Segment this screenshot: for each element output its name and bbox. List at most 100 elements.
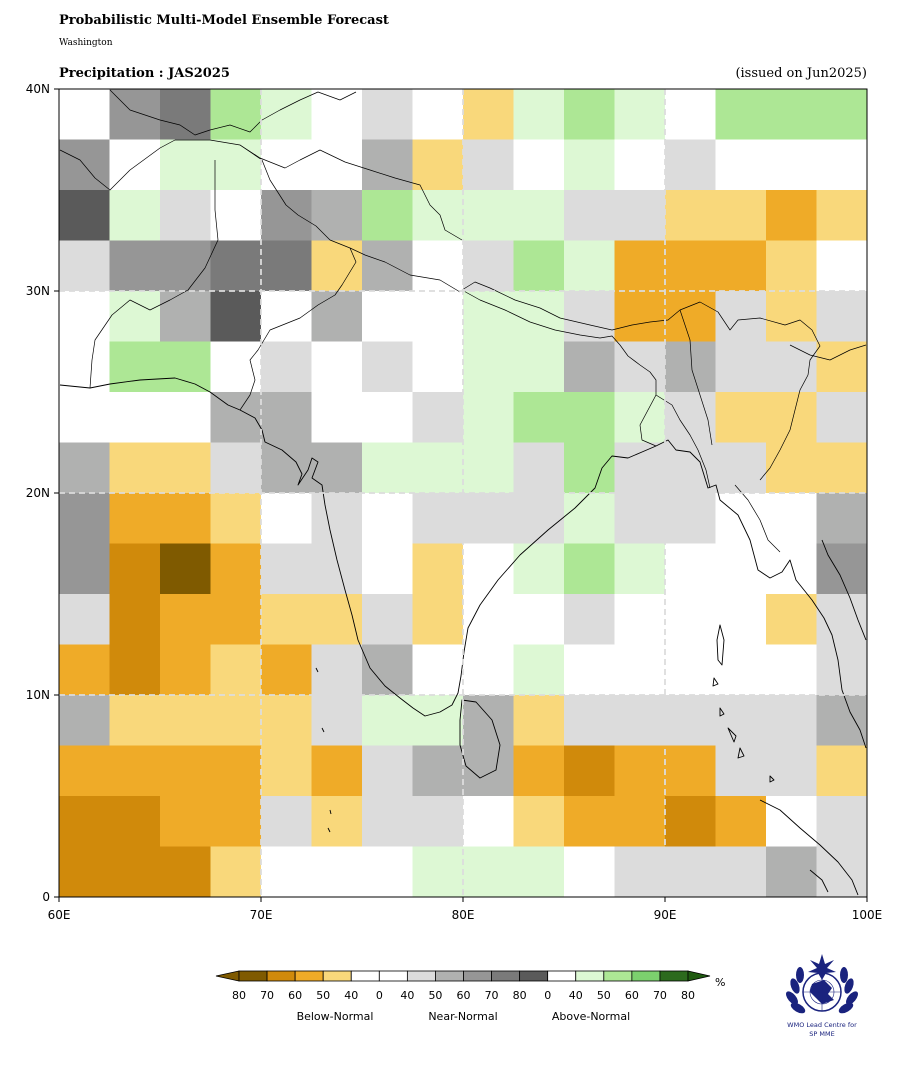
colorbar-label: 50 — [428, 989, 442, 1002]
colorbar-label: 80 — [232, 989, 246, 1002]
grid-cell — [564, 846, 615, 898]
grid-cell — [311, 796, 363, 847]
grid-cell — [816, 745, 868, 797]
grid-cell — [160, 240, 211, 292]
grid-cell — [412, 341, 464, 393]
grid-cell — [261, 89, 312, 140]
grid-cell — [715, 291, 767, 342]
grid-cell — [614, 190, 666, 241]
grid-cell — [614, 594, 666, 645]
grid-cell — [513, 190, 565, 241]
grid-cell — [463, 341, 514, 393]
colorbar-label: 70 — [653, 989, 667, 1002]
grid-cell — [463, 89, 514, 140]
grid-cell — [412, 89, 464, 140]
issued-date: (issued on Jun2025) — [735, 66, 867, 81]
grid-cell — [715, 594, 767, 645]
grid-cell — [665, 139, 716, 191]
grid-cell — [362, 291, 413, 342]
grid-cell — [564, 89, 615, 140]
grid-cell — [513, 291, 565, 342]
grid-cell — [59, 493, 110, 544]
grid-cell — [59, 190, 110, 241]
grid-cell — [59, 341, 110, 393]
grid-cell — [109, 493, 161, 544]
lon-tick-label: 90E — [654, 908, 677, 922]
grid-cell — [564, 493, 615, 544]
grid-cell — [362, 392, 413, 443]
grid-cell — [766, 341, 817, 393]
grid-cell — [210, 291, 262, 342]
grid-cell — [109, 240, 161, 292]
grid-cell — [59, 291, 110, 342]
grid-cell — [261, 594, 312, 645]
page-title: Probabilistic Multi-Model Ensemble Forec… — [59, 13, 389, 28]
grid-cell — [614, 796, 666, 847]
grid-cell — [412, 190, 464, 241]
colorbar-category: Below-Normal — [297, 1010, 374, 1023]
grid-cell — [665, 291, 716, 342]
grid-cell — [160, 493, 211, 544]
grid-cell — [614, 89, 666, 140]
grid-cell — [210, 846, 262, 898]
grid-cell — [59, 89, 110, 140]
lon-tick-label: 60E — [48, 908, 71, 922]
grid-cell — [715, 644, 767, 696]
grid-cell — [614, 442, 666, 494]
grid-cell — [59, 695, 110, 746]
colorbar-segment — [378, 970, 408, 982]
grid-cell — [160, 139, 211, 191]
grid-cell — [614, 341, 666, 393]
country-borders — [59, 89, 867, 553]
colorbar-segment — [631, 970, 661, 982]
grid-cell — [463, 745, 514, 797]
colorbar-segment — [435, 970, 464, 982]
grid-cell — [362, 341, 413, 393]
grid-cell — [513, 796, 565, 847]
grid-cell — [109, 190, 161, 241]
grid-cell — [513, 493, 565, 544]
grid-cell — [362, 89, 413, 140]
grid-cell — [766, 89, 817, 140]
grid-cell — [463, 442, 514, 494]
grid-cell — [665, 240, 716, 292]
grid-cell — [59, 846, 110, 898]
colorbar-label: 60 — [288, 989, 302, 1002]
grid-cell — [261, 644, 312, 696]
grid-cell — [109, 745, 161, 797]
colorbar-segment — [575, 970, 605, 982]
grid-cell — [564, 695, 615, 746]
grid-cell — [362, 493, 413, 544]
grid-cell — [160, 291, 211, 342]
grid-cell — [160, 644, 211, 696]
colorbar-segment — [350, 970, 380, 982]
grid-cell — [311, 392, 363, 443]
grid-cell — [160, 594, 211, 645]
grid-cell — [564, 543, 615, 595]
grid-cell — [766, 240, 817, 292]
grid-cell — [59, 543, 110, 595]
colorbar: 80 70 60 50 40 0 40 50 60 70 80 0 40 50 60 70 80% Below-N… — [215, 970, 725, 1023]
grid-cell — [614, 240, 666, 292]
grid-cell — [362, 745, 413, 797]
grid-cell — [614, 543, 666, 595]
grid-cell — [311, 543, 363, 595]
grid-cell — [311, 745, 363, 797]
grid-cell — [210, 139, 262, 191]
grid-cell — [715, 695, 767, 746]
grid-cell — [412, 644, 464, 696]
colorbar-category: Near-Normal — [428, 1010, 497, 1023]
grid-cell — [564, 594, 615, 645]
colorbar-extend-high — [687, 970, 711, 982]
grid-cell — [261, 291, 312, 342]
grid-cell — [261, 846, 312, 898]
grid-cell — [715, 139, 767, 191]
lat-tick-label: 20N — [26, 486, 50, 500]
colorbar-segment — [406, 970, 436, 982]
grid-cell — [311, 341, 363, 393]
grid-cell — [109, 846, 161, 898]
colorbar-segment — [547, 970, 577, 982]
grid-cell — [564, 341, 615, 393]
grid-cell — [362, 442, 413, 494]
